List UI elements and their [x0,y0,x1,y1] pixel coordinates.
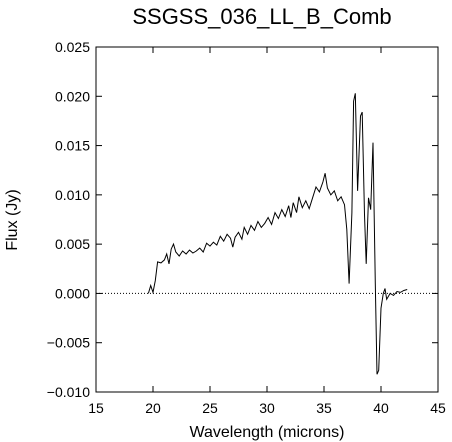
x-tick-label: 20 [145,400,161,416]
x-axis-label: Wavelength (microns) [189,424,344,441]
x-tick-label: 25 [202,400,218,416]
x-tick-label: 35 [316,400,332,416]
x-axis-ticks: 15 20 25 30 35 40 45 [88,47,446,416]
x-tick-label: 15 [88,400,104,416]
y-tick-label: 0.010 [55,187,90,203]
y-tick-label: 0.005 [55,236,90,252]
y-tick-label: 0.025 [55,39,90,55]
y-tick-label: 0.015 [55,138,90,154]
y-tick-label: −0.010 [47,384,90,400]
x-tick-label: 30 [259,400,275,416]
x-tick-label: 45 [430,400,446,416]
chart-title: SSGSS_036_LL_B_Comb [132,4,391,29]
y-tick-label: 0.000 [55,285,90,301]
y-axis-ticks: −0.010 −0.005 0.000 0.005 0.010 0.015 0.020 0.0… [47,39,438,400]
flux-series-line [147,93,408,375]
y-axis-label: Flux (Jy) [4,189,21,250]
x-tick-label: 40 [373,400,389,416]
y-tick-label: 0.020 [55,88,90,104]
y-tick-label: −0.005 [47,335,90,351]
